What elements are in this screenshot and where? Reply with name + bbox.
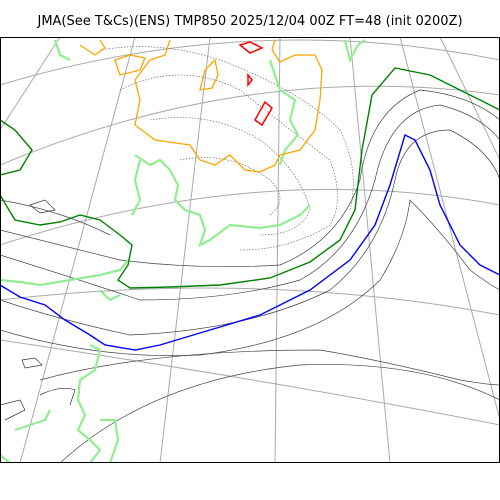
orange-isotherm (79, 39, 323, 173)
coast-outline (14, 409, 51, 432)
isoline (0, 104, 500, 301)
coast-outline (53, 39, 71, 61)
isotherm-line (238, 41, 264, 54)
dotted-isoline (149, 117, 311, 236)
isotherm-line (199, 58, 219, 91)
coastline (0, 399, 26, 421)
latitude-line (0, 287, 500, 316)
coast-outline (343, 39, 366, 64)
isotherm-line (79, 39, 106, 56)
coast-outline (131, 159, 142, 216)
longitude-line (439, 37, 500, 161)
red-isotherm (238, 41, 273, 127)
map-title: JMA(See T&Cs)(ENS) TMP850 2025/12/04 00Z… (36, 14, 462, 29)
latitude-line (0, 188, 500, 246)
isotherm-line (254, 100, 273, 127)
isoline (59, 364, 500, 463)
isotherm-line (0, 67, 500, 289)
isoline (0, 199, 111, 236)
island (21, 357, 43, 369)
longitude-line (399, 37, 500, 421)
longitude-line (19, 37, 136, 463)
land-outline (0, 39, 366, 463)
coast-outline (76, 344, 102, 463)
isotherm-line (0, 119, 33, 176)
isotherm-line (134, 39, 323, 173)
coast-outline (268, 59, 300, 166)
longitude-line (349, 37, 391, 463)
coast-outline (100, 418, 120, 463)
graticule (0, 37, 500, 463)
isoline (39, 349, 500, 386)
coast-outline (134, 154, 311, 248)
isotherm-line (114, 54, 146, 76)
longitude-line (159, 37, 211, 463)
coast-outline (0, 259, 129, 287)
dotted-isoline (119, 74, 338, 251)
map-area (0, 37, 500, 463)
coastline (39, 388, 76, 406)
isotherm-line (0, 134, 500, 351)
longitude-line (274, 37, 281, 463)
green-isotherm (0, 67, 500, 289)
longitude-line (0, 37, 61, 131)
isotherm-line (247, 72, 253, 88)
latitude-line (0, 339, 500, 426)
latitude-line (0, 85, 500, 166)
isolines (0, 46, 500, 463)
island (29, 199, 56, 214)
isoline (0, 89, 500, 268)
isoline (0, 199, 500, 357)
isoline (0, 129, 500, 336)
coast-outline (99, 289, 121, 302)
coast-outline (0, 454, 11, 463)
